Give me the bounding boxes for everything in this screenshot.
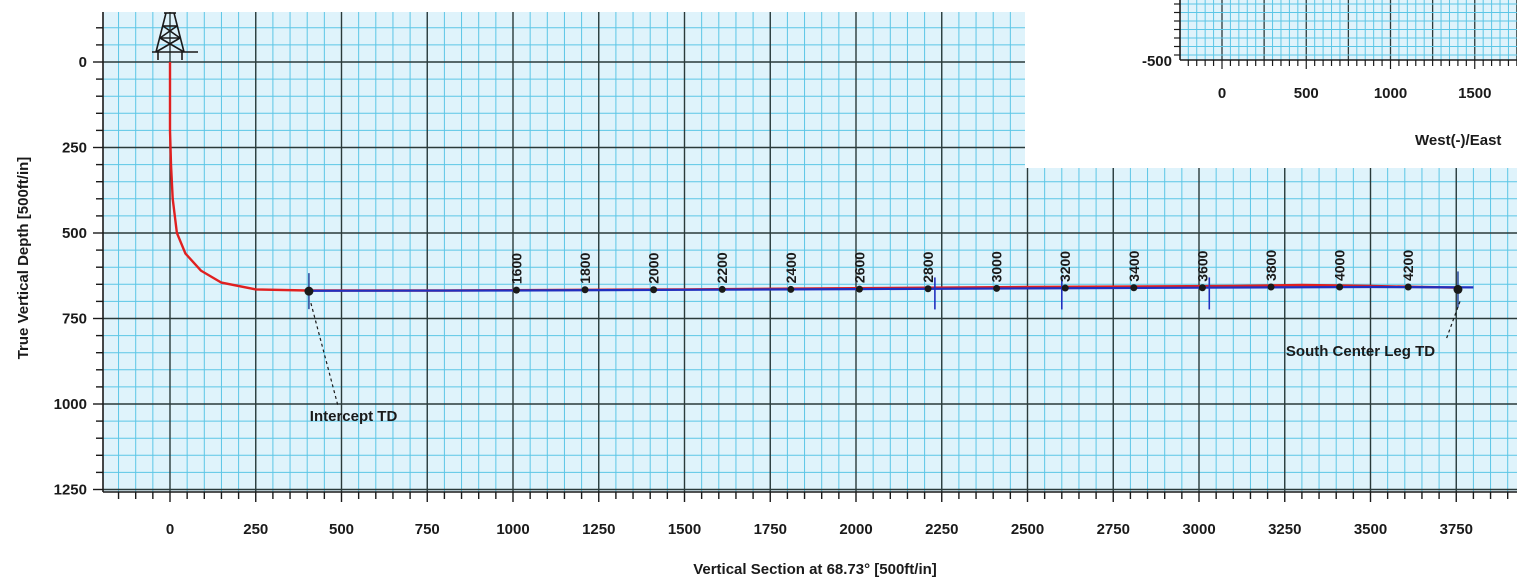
md-marker-label: 4000 (1332, 250, 1348, 281)
md-marker-point (924, 285, 932, 293)
x-tick-label: 3000 (1182, 521, 1215, 538)
md-marker-point (993, 284, 1001, 292)
md-marker-label: 2800 (920, 251, 936, 282)
md-markers: 1600 1800 2000 2200 2400 2600 2800 3000 3200 3400… (508, 250, 1416, 294)
md-marker-label: 2200 (714, 252, 730, 283)
target-label: Intercept TD (310, 408, 398, 425)
md-marker-label: 2400 (783, 252, 799, 283)
y-tick-label: 250 (62, 140, 87, 157)
md-marker-point (650, 286, 658, 294)
actual-well-path-line (168, 62, 1460, 292)
inset-y-tick-label: -500 (1142, 53, 1172, 70)
inset-x-axis-title: West(-)/East (1415, 132, 1501, 149)
md-marker-label: 1600 (508, 253, 524, 284)
target-leader-line (1445, 301, 1461, 341)
md-marker-point (1130, 284, 1138, 292)
md-marker-point (855, 285, 863, 293)
md-marker-point (1267, 283, 1275, 291)
x-tick-label: 250 (243, 521, 268, 538)
plot-background (103, 12, 1517, 492)
x-tick-label: 2000 (839, 521, 872, 538)
plot-area (103, 12, 1517, 492)
axes: 0 250 500 750 1000 1250 0 250 500 750 1000 1250 1500… (54, 12, 1517, 538)
md-marker-point (1336, 283, 1344, 291)
md-marker-point (787, 285, 795, 293)
x-tick-label: 3250 (1268, 521, 1301, 538)
x-tick-label: 1500 (668, 521, 701, 538)
inset-x-tick-label: 1000 (1374, 85, 1407, 102)
md-marker-label: 3000 (989, 251, 1005, 282)
md-marker-point (1198, 284, 1206, 292)
md-marker-label: 4200 (1400, 250, 1416, 281)
y-tick-label: 1000 (54, 396, 87, 413)
x-tick-label: 1000 (496, 521, 529, 538)
target-label: South Center Leg TD (1286, 343, 1435, 360)
annotations: Intercept TD South Center Leg TD (304, 271, 1463, 425)
inset-x-tick-label: 0 (1218, 85, 1226, 102)
x-tick-label: 1250 (582, 521, 615, 538)
y-tick-label: 500 (62, 225, 87, 242)
x-tick-label: 750 (415, 521, 440, 538)
md-marker-label: 3600 (1194, 250, 1210, 281)
md-marker-point (512, 286, 520, 294)
md-marker-label: 1800 (577, 252, 593, 283)
x-tick-label: 3500 (1354, 521, 1387, 538)
plan-view-inset: -500 0 500 1000 1500 West(-)/East (1142, 0, 1517, 149)
md-marker-point (1061, 284, 1069, 292)
md-marker-label: 2600 (851, 252, 867, 283)
target-point (1453, 284, 1463, 294)
x-tick-label: 1750 (754, 521, 787, 538)
y-tick-label: 1250 (54, 482, 87, 499)
inset-grid (1180, 0, 1517, 60)
md-marker-label: 2000 (646, 252, 662, 283)
inset-x-tick-label: 500 (1294, 85, 1319, 102)
drilling-rig-icon (152, 12, 198, 60)
x-tick-label: 2250 (925, 521, 958, 538)
inset-x-tick-label: 1500 (1458, 85, 1491, 102)
x-tick-label: 500 (329, 521, 354, 538)
md-marker-point (581, 286, 589, 294)
y-axis-title: True Vertical Depth [500ft/in] (15, 157, 32, 360)
x-tick-label: 2750 (1097, 521, 1130, 538)
md-marker-label: 3400 (1126, 250, 1142, 281)
target-point (304, 286, 314, 296)
x-tick-label: 3750 (1440, 521, 1473, 538)
x-tick-label: 2500 (1011, 521, 1044, 538)
md-marker-label: 3800 (1263, 250, 1279, 281)
md-marker-point (1404, 283, 1412, 291)
y-tick-label: 750 (62, 311, 87, 328)
x-tick-label: 0 (166, 521, 174, 538)
x-axis-title: Vertical Section at 68.73° [500ft/in] (693, 561, 937, 578)
md-marker-point (718, 285, 726, 293)
md-marker-label: 3200 (1057, 251, 1073, 282)
y-tick-label: 0 (79, 54, 87, 71)
